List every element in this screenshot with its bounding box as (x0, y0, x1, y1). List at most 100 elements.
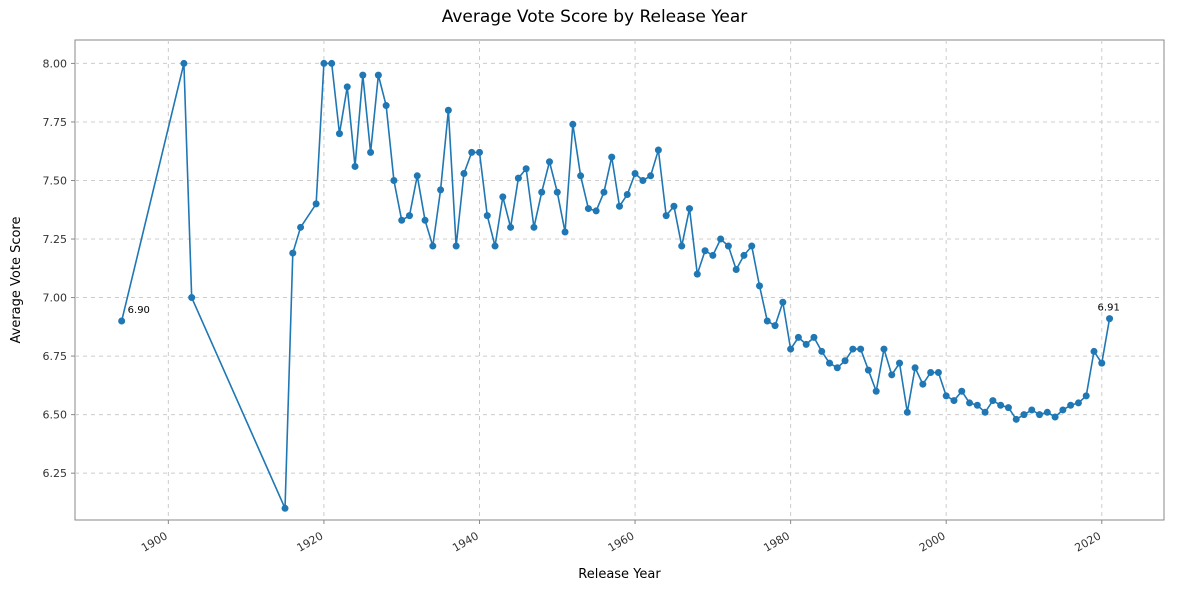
data-marker (686, 205, 693, 212)
data-marker (608, 154, 615, 161)
data-marker (632, 170, 639, 177)
data-marker (873, 388, 880, 395)
data-marker (803, 341, 810, 348)
data-marker (655, 147, 662, 154)
chart-title: Average Vote Score by Release Year (442, 7, 748, 27)
data-marker (1090, 348, 1097, 355)
data-marker (1044, 409, 1051, 416)
data-marker (375, 72, 382, 79)
data-marker (585, 205, 592, 212)
x-axis-label: Release Year (578, 567, 661, 582)
data-marker (562, 229, 569, 236)
data-marker (1005, 404, 1012, 411)
data-marker (842, 357, 849, 364)
data-marker (1028, 406, 1035, 413)
data-marker (429, 243, 436, 250)
data-marker (523, 165, 530, 172)
data-marker (717, 236, 724, 243)
data-marker (725, 243, 732, 250)
data-marker (787, 346, 794, 353)
data-marker (974, 402, 981, 409)
data-marker (927, 369, 934, 376)
data-marker (492, 243, 499, 250)
data-marker (367, 149, 374, 156)
chart-container: 6.256.506.757.007.257.507.758.0019001920… (0, 0, 1189, 590)
ytick-label: 7.25 (43, 233, 68, 246)
data-marker (538, 189, 545, 196)
data-marker (818, 348, 825, 355)
data-marker (593, 207, 600, 214)
data-marker (849, 346, 856, 353)
data-marker (398, 217, 405, 224)
point-annotation: 6.91 (1098, 303, 1120, 314)
data-marker (383, 102, 390, 109)
data-marker (313, 200, 320, 207)
data-marker (188, 294, 195, 301)
ytick-label: 7.00 (43, 292, 68, 305)
data-marker (289, 250, 296, 257)
data-marker (460, 170, 467, 177)
data-marker (904, 409, 911, 416)
data-marker (390, 177, 397, 184)
data-marker (282, 505, 289, 512)
point-annotation: 6.90 (128, 305, 150, 316)
data-marker (958, 388, 965, 395)
data-marker (709, 252, 716, 259)
data-marker (1052, 413, 1059, 420)
data-marker (647, 172, 654, 179)
data-marker (966, 399, 973, 406)
data-marker (943, 392, 950, 399)
data-marker (1036, 411, 1043, 418)
data-marker (912, 364, 919, 371)
data-marker (600, 189, 607, 196)
data-marker (865, 367, 872, 374)
data-marker (919, 381, 926, 388)
data-marker (406, 212, 413, 219)
data-marker (1059, 406, 1066, 413)
data-marker (344, 83, 351, 90)
data-marker (810, 334, 817, 341)
data-marker (118, 317, 125, 324)
data-marker (740, 252, 747, 259)
data-marker (515, 175, 522, 182)
data-marker (297, 224, 304, 231)
data-marker (1098, 360, 1105, 367)
data-marker (826, 360, 833, 367)
data-marker (484, 212, 491, 219)
data-marker (834, 364, 841, 371)
data-marker (756, 282, 763, 289)
data-marker (702, 247, 709, 254)
data-marker (857, 346, 864, 353)
data-marker (180, 60, 187, 67)
data-marker (678, 243, 685, 250)
data-marker (764, 317, 771, 324)
data-marker (880, 346, 887, 353)
data-marker (639, 177, 646, 184)
data-marker (616, 203, 623, 210)
data-marker (530, 224, 537, 231)
y-axis-label: Average Vote Score (9, 217, 24, 344)
line-chart: 6.256.506.757.007.257.507.758.0019001920… (0, 0, 1189, 590)
data-marker (1020, 411, 1027, 418)
data-marker (670, 203, 677, 210)
ytick-label: 6.75 (43, 350, 68, 363)
data-marker (359, 72, 366, 79)
data-marker (779, 299, 786, 306)
data-marker (663, 212, 670, 219)
data-marker (624, 191, 631, 198)
data-marker (748, 243, 755, 250)
data-marker (1075, 399, 1082, 406)
data-marker (476, 149, 483, 156)
data-marker (577, 172, 584, 179)
data-marker (437, 186, 444, 193)
data-marker (772, 322, 779, 329)
data-marker (1013, 416, 1020, 423)
data-marker (888, 371, 895, 378)
data-marker (1067, 402, 1074, 409)
data-marker (320, 60, 327, 67)
data-marker (795, 334, 802, 341)
data-marker (694, 271, 701, 278)
data-marker (896, 360, 903, 367)
data-marker (569, 121, 576, 128)
data-marker (328, 60, 335, 67)
